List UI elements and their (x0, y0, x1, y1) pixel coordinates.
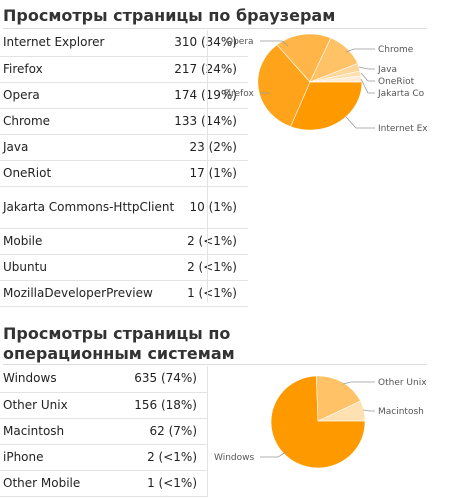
leader-java (358, 66, 375, 70)
leader-chrome (345, 48, 375, 53)
os-value: 2 (<1%) (108, 444, 208, 471)
pie-label-firefox: Firefox (224, 89, 254, 99)
table-row: Chrome 133 (14%) (0, 108, 248, 135)
browsers-table-border (207, 30, 208, 302)
leader-windows (260, 451, 287, 458)
os-pie-chart: Other Unix Macintosh Windows (214, 375, 427, 469)
leader-otherunix (342, 381, 375, 385)
pie-label-chrome: Chrome (378, 45, 414, 55)
table-row: OneRiot 17 (1%) (0, 160, 248, 187)
pie-label-windows: Windows (214, 453, 254, 463)
table-row: Mobile 2 (<1%) (0, 228, 248, 255)
pie-label-otherunix: Other Unix (378, 378, 427, 388)
table-row: Windows 635 (74%) (0, 366, 208, 393)
table-row: Opera 174 (19%) (0, 82, 248, 109)
os-table: Windows 635 (74%) Other Unix 156 (18%) M… (0, 366, 208, 497)
os-section-title: Просмотры страницы по операционным систе… (3, 324, 235, 363)
table-row: Firefox 217 (24%) (0, 56, 248, 83)
table-row: Other Unix 156 (18%) (0, 392, 208, 419)
browser-name: Opera (0, 82, 175, 109)
browser-name: Ubuntu (0, 254, 175, 281)
table-row: Jakarta Commons-HttpClient 10 (1%) (0, 186, 248, 229)
browser-name: Chrome (0, 108, 175, 135)
pie-label-ie: Internet Ex (378, 124, 428, 134)
browser-value: 1 (<1%) (174, 280, 248, 307)
os-title-rule (3, 364, 427, 365)
browser-name: Internet Explorer (0, 30, 175, 57)
table-row: Internet Explorer 310 (34%) (0, 30, 248, 57)
browser-value: 10 (1%) (174, 186, 248, 229)
browsers-pie-chart: Opera Firefox Chrome Java OneRiot Jakart… (224, 33, 428, 134)
pie-slice-macintosh (317, 400, 366, 422)
table-row: Macintosh 62 (7%) (0, 418, 208, 445)
os-name: Other Unix (0, 392, 109, 419)
os-name: Other Mobile (0, 470, 109, 497)
leader-ie (345, 116, 375, 129)
browser-value: 133 (14%) (174, 108, 248, 135)
pie-slice-otherunix (315, 375, 361, 422)
pie-label-opera: Opera (226, 37, 254, 47)
browser-value: 17 (1%) (174, 160, 248, 187)
browsers-title-rule (3, 28, 427, 29)
table-row: iPhone 2 (<1%) (0, 444, 208, 471)
browser-name: Firefox (0, 56, 175, 83)
browser-name: Mobile (0, 228, 175, 255)
leader-jakarta (360, 78, 375, 94)
table-row: MozillaDeveloperPreview 1 (<1%) (0, 280, 248, 307)
os-value: 62 (7%) (108, 418, 208, 445)
os-table-border (207, 366, 208, 496)
os-value: 156 (18%) (108, 392, 208, 419)
browser-name: Java (0, 134, 175, 161)
pie-slice-firefox (257, 44, 311, 127)
table-row: Other Mobile 1 (<1%) (0, 470, 208, 497)
pie-label-macintosh: Macintosh (378, 407, 424, 417)
pie-label-oneriot: OneRiot (378, 77, 415, 87)
pie-label-java: Java (377, 65, 397, 75)
browser-value: 23 (2%) (174, 134, 248, 161)
pie-label-jakarta: Jakarta Co (377, 89, 425, 99)
os-value: 635 (74%) (108, 366, 208, 393)
leader-oneriot (360, 72, 375, 82)
browser-value: 2 (<1%) (174, 254, 248, 281)
leader-opera (260, 40, 289, 47)
browsers-table: Internet Explorer 310 (34%) Firefox 217 … (0, 30, 248, 307)
os-value: 1 (<1%) (108, 470, 208, 497)
pie-slice-windows (270, 375, 366, 469)
browser-value: 2 (<1%) (174, 228, 248, 255)
browser-name: MozillaDeveloperPreview (0, 280, 175, 307)
pie-slice-jakarta (309, 75, 363, 83)
leader-macintosh (362, 409, 375, 412)
os-name: Windows (0, 366, 109, 393)
pie-slice-opera (276, 33, 332, 83)
browser-value: 174 (19%) (174, 82, 248, 109)
browser-value: 310 (34%) (174, 30, 248, 57)
os-name: Macintosh (0, 418, 109, 445)
browser-name: OneRiot (0, 160, 175, 187)
browser-name: Jakarta Commons-HttpClient (0, 186, 175, 229)
table-row: Java 23 (2%) (0, 134, 248, 161)
table-row: Ubuntu 2 (<1%) (0, 254, 248, 281)
os-name: iPhone (0, 444, 109, 471)
browser-value: 217 (24%) (174, 56, 248, 83)
pie-slice-ie (290, 81, 363, 131)
browsers-section-title: Просмотры страницы по браузерам (3, 6, 336, 25)
